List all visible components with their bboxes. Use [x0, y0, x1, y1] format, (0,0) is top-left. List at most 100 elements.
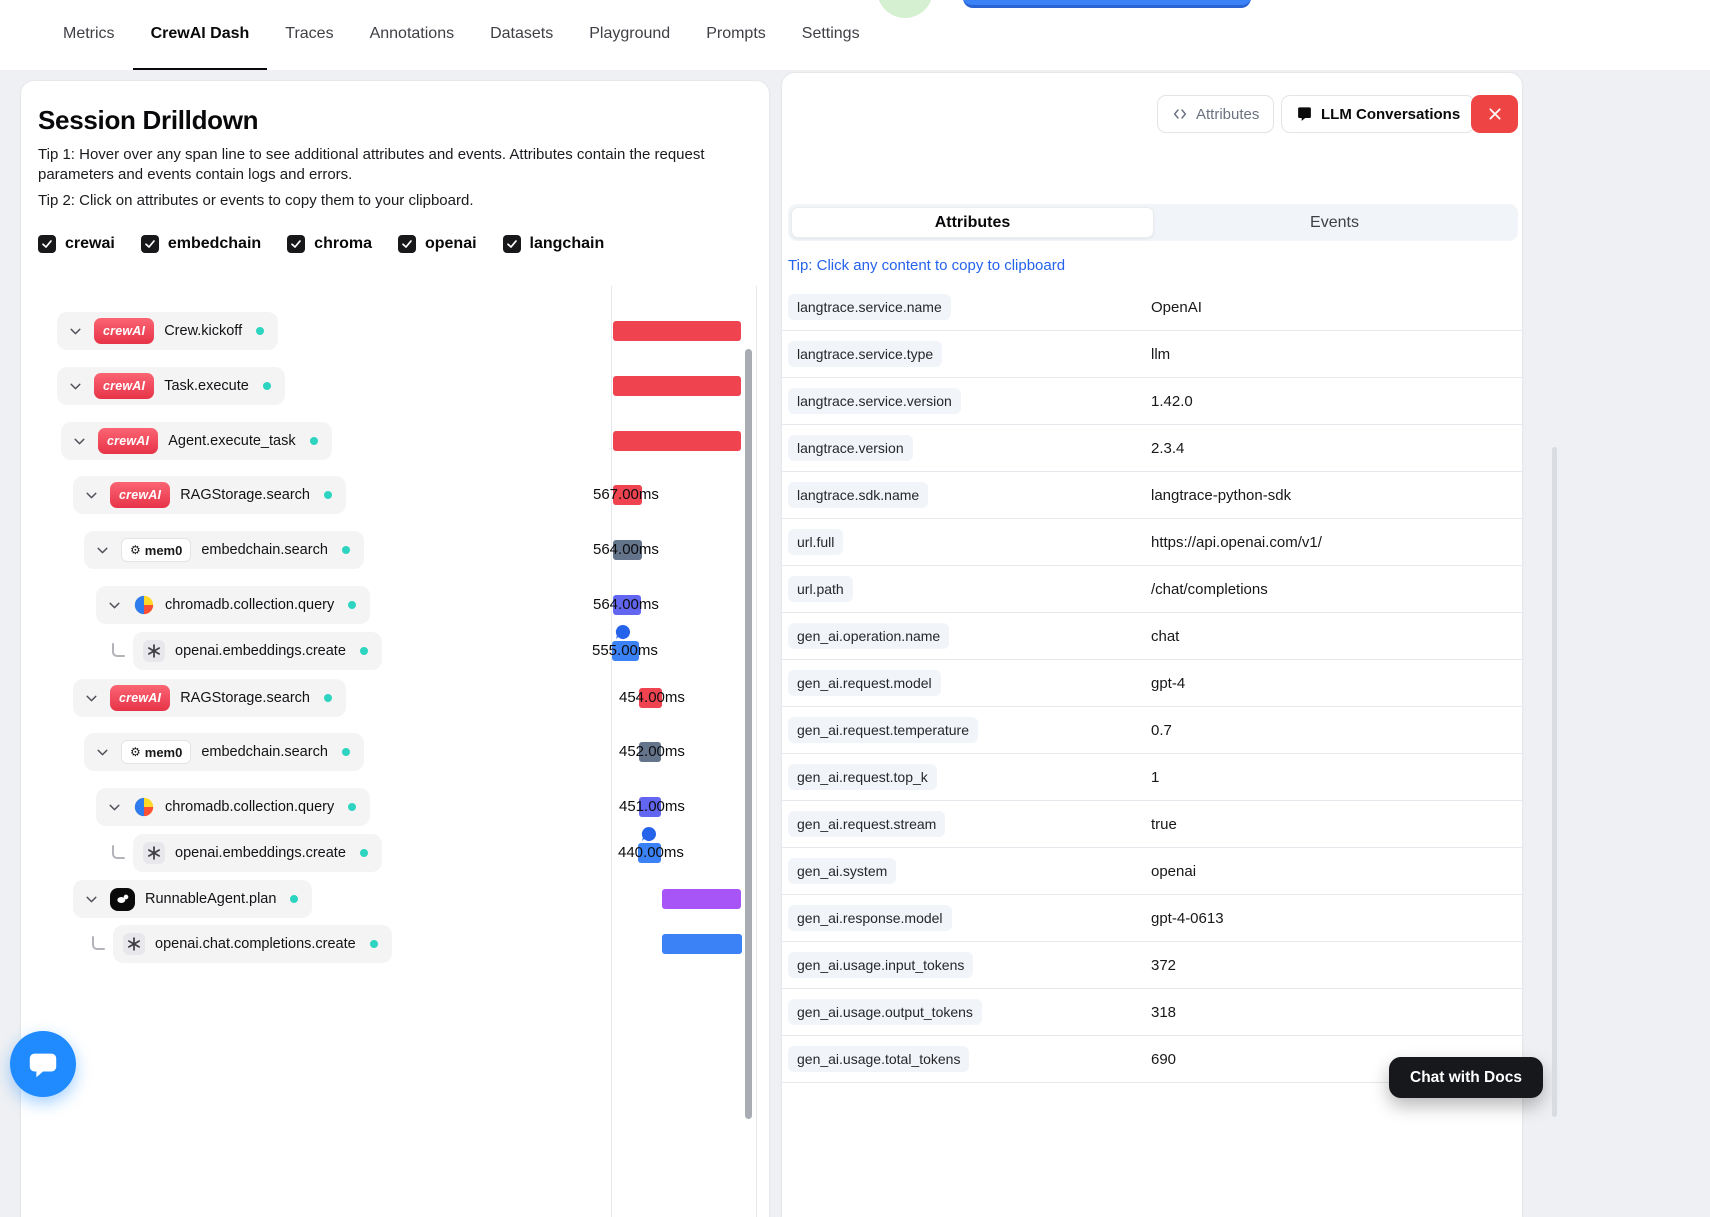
attribute-value[interactable]: 690 [1151, 1050, 1177, 1068]
attribute-value[interactable]: OpenAI [1151, 298, 1202, 316]
attribute-key[interactable]: gen_ai.operation.name [788, 623, 950, 649]
span-bar[interactable] [612, 641, 639, 661]
filter-langchain[interactable]: langchain [502, 235, 604, 253]
attribute-value[interactable]: https://api.openai.com/v1/ [1151, 533, 1322, 551]
attribute-value[interactable]: 2.3.4 [1151, 439, 1185, 457]
checkbox-checked-icon[interactable] [502, 235, 521, 253]
span-row-ragstorage-search-2[interactable]: crewAI RAGStorage.search [21, 679, 346, 717]
span-row-agent-execute-task[interactable]: crewAI Agent.execute_task [21, 422, 332, 460]
span-row-openai-embeddings[interactable]: openai.embeddings.create [21, 632, 382, 670]
attribute-key[interactable]: gen_ai.request.stream [788, 811, 946, 837]
llm-conversations-button[interactable]: LLM Conversations [1281, 95, 1476, 133]
attribute-value[interactable]: 0.7 [1151, 721, 1172, 739]
attribute-value[interactable]: /chat/completions [1151, 580, 1268, 598]
tree-scrollbar[interactable] [745, 349, 752, 1119]
span-bar[interactable] [613, 431, 741, 451]
attribute-key[interactable]: gen_ai.usage.input_tokens [788, 952, 974, 978]
attribute-key[interactable]: gen_ai.request.temperature [788, 717, 978, 743]
attribute-key[interactable]: gen_ai.request.top_k [788, 764, 937, 790]
checkbox-checked-icon[interactable] [287, 235, 306, 253]
chevron-down-icon[interactable] [106, 799, 123, 816]
event-bubble-icon[interactable] [641, 826, 657, 847]
page-scrollbar[interactable] [1552, 447, 1557, 1117]
attribute-value[interactable]: 318 [1151, 1003, 1177, 1021]
checkbox-checked-icon[interactable] [397, 235, 416, 253]
tab-metrics[interactable]: Metrics [63, 25, 115, 42]
attribute-value[interactable]: 1.42.0 [1151, 392, 1193, 410]
chevron-down-icon[interactable] [71, 433, 88, 450]
span-bar[interactable] [662, 934, 742, 954]
checkbox-checked-icon[interactable] [38, 235, 56, 253]
span-bar[interactable] [639, 742, 661, 762]
attribute-value[interactable]: 1 [1151, 768, 1160, 786]
filter-openai[interactable]: openai [397, 235, 477, 253]
attribute-value[interactable]: gpt-4 [1151, 674, 1186, 692]
attribute-key[interactable]: langtrace.service.version [788, 388, 961, 414]
credits-button[interactable]: Get more FREE credits for feedback → [963, 0, 1251, 8]
span-row-task-execute[interactable]: crewAI Task.execute [21, 367, 285, 405]
attribute-key[interactable]: langtrace.sdk.name [788, 482, 929, 508]
span-bar[interactable] [613, 321, 741, 341]
chevron-down-icon[interactable] [94, 542, 111, 559]
span-row-embedchain-search-2[interactable]: ⚙ mem0 embedchain.search [21, 733, 364, 771]
attribute-key[interactable]: gen_ai.request.model [788, 670, 941, 696]
filter-crewai[interactable]: crewai [38, 235, 115, 253]
event-bubble-icon[interactable] [615, 624, 631, 645]
chevron-down-icon[interactable] [83, 487, 100, 504]
span-bar[interactable] [613, 376, 741, 396]
span-row-chromadb-query-2[interactable]: chromadb.collection.query [21, 788, 371, 826]
attribute-key[interactable]: url.full [788, 529, 844, 555]
tab-crewai-dash[interactable]: CrewAI Dash [132, 0, 268, 70]
filter-chroma[interactable]: chroma [287, 235, 372, 253]
span-bar[interactable] [638, 843, 661, 863]
attribute-value[interactable]: true [1151, 815, 1177, 833]
chevron-down-icon[interactable] [94, 744, 111, 761]
span-row-runnableagent-plan[interactable]: RunnableAgent.plan [21, 880, 313, 918]
close-button[interactable] [1471, 95, 1518, 133]
attribute-key[interactable]: gen_ai.usage.output_tokens [788, 999, 982, 1025]
attribute-value[interactable]: gpt-4-0613 [1151, 909, 1224, 927]
attribute-key[interactable]: langtrace.service.name [788, 294, 951, 320]
attribute-key[interactable]: gen_ai.usage.total_tokens [788, 1046, 970, 1072]
span-bar[interactable] [639, 797, 661, 817]
span-bar[interactable] [662, 889, 741, 909]
attribute-key[interactable]: langtrace.version [788, 435, 913, 461]
attribute-key[interactable]: langtrace.service.type [788, 341, 943, 367]
tab-datasets[interactable]: Datasets [490, 25, 554, 42]
tab-prompts[interactable]: Prompts [706, 25, 766, 42]
filter-embedchain[interactable]: embedchain [140, 235, 261, 253]
attribute-key[interactable]: gen_ai.system [788, 858, 897, 884]
tab-annotations[interactable]: Annotations [369, 25, 455, 42]
attributes-toolbar-button[interactable]: Attributes [1157, 95, 1275, 133]
tab-attributes[interactable]: Attributes [791, 207, 1154, 238]
chevron-down-icon[interactable] [106, 597, 123, 614]
span-bar[interactable] [613, 540, 642, 560]
span-bar[interactable] [613, 485, 642, 505]
span-row-chromadb-query[interactable]: chromadb.collection.query [21, 586, 371, 624]
span-row-embedchain-search[interactable]: ⚙ mem0 embedchain.search [21, 531, 364, 569]
span-bar[interactable] [639, 688, 662, 708]
span-row-crew-kickoff[interactable]: crewAI Crew.kickoff [21, 312, 279, 350]
chat-widget-button[interactable] [10, 1031, 76, 1097]
tab-playground[interactable]: Playground [589, 25, 671, 42]
chevron-down-icon[interactable] [83, 690, 100, 707]
attribute-key[interactable]: gen_ai.response.model [788, 905, 952, 931]
attribute-value[interactable]: chat [1151, 627, 1180, 645]
chevron-down-icon[interactable] [67, 323, 84, 340]
attribute-value[interactable]: langtrace-python-sdk [1151, 486, 1292, 504]
attribute-value[interactable]: llm [1151, 345, 1171, 363]
chevron-down-icon[interactable] [83, 891, 100, 908]
chevron-down-icon[interactable] [67, 378, 84, 395]
checkbox-checked-icon[interactable] [140, 235, 159, 253]
attribute-value[interactable]: openai [1151, 862, 1197, 880]
span-row-openai-embeddings-2[interactable]: openai.embeddings.create [21, 834, 382, 872]
avatar[interactable] [877, 0, 933, 18]
span-bar[interactable] [613, 595, 641, 615]
attribute-value[interactable]: 372 [1151, 956, 1177, 974]
tab-settings[interactable]: Settings [801, 25, 860, 42]
span-row-openai-chat-completions[interactable]: openai.chat.completions.create [21, 925, 392, 963]
copy-tip-link[interactable]: Tip: Click any content to copy to clipbo… [788, 257, 1066, 274]
tab-events[interactable]: Events [1310, 213, 1359, 231]
span-row-ragstorage-search[interactable]: crewAI RAGStorage.search [21, 476, 346, 514]
chat-with-docs-button[interactable]: Chat with Docs [1389, 1057, 1543, 1098]
